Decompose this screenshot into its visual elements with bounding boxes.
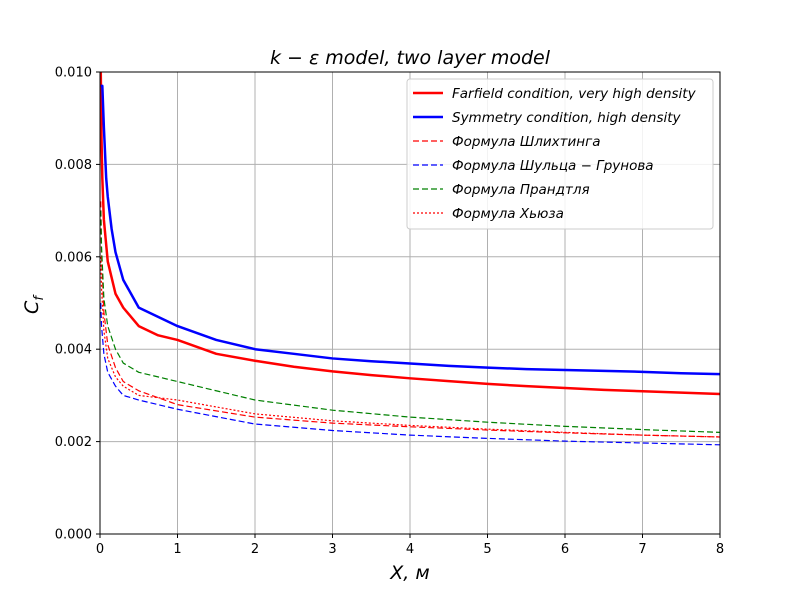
x-axis-label: X, м (389, 562, 429, 584)
series-line-4 (100, 302, 720, 446)
x-tick-label: 0 (96, 542, 104, 557)
series-layer (100, 72, 720, 446)
legend-box (406, 78, 714, 230)
x-tick-label: 4 (406, 542, 414, 557)
series-line-2 (100, 84, 720, 376)
legend-entry-label: Symmetry condition, high density (452, 110, 682, 126)
x-tick-label: 8 (716, 542, 724, 557)
legend: Farfield condition, very high density Sym… (406, 78, 714, 230)
series-line-3 (100, 201, 720, 438)
y-tick-label: 0.002 (55, 435, 92, 450)
legend-entry-label: Farfield condition, very high density (452, 86, 697, 102)
legend-entry-label: Формула Шульца − Грунова (452, 158, 654, 174)
legend-entry-label: Формула Прандтля (452, 182, 590, 198)
y-tick-label: 0.000 (55, 528, 92, 543)
x-tick-label: 2 (251, 542, 259, 557)
legend-entry-label: Формула Хьюза (452, 206, 564, 222)
x-axis-ticks: 0 1 2 3 4 5 6 7 8 (96, 534, 724, 557)
y-tick-label: 0.004 (55, 343, 92, 358)
x-tick-label: 1 (173, 542, 181, 557)
x-tick-label: 5 (483, 542, 491, 557)
y-tick-label: 0.006 (55, 250, 92, 265)
chart-title: k − ε model, two layer model (270, 47, 551, 69)
x-tick-label: 7 (638, 542, 646, 557)
x-tick-label: 6 (561, 542, 569, 557)
y-axis-ticks: 0.000 0.002 0.004 0.006 0.008 0.010 (55, 66, 100, 543)
y-tick-label: 0.008 (55, 158, 92, 173)
series-line-5 (100, 210, 720, 433)
series-line-1 (100, 72, 720, 396)
legend-entry-label: Формула Шлихтинга (452, 134, 600, 150)
x-tick-label: 3 (328, 542, 336, 557)
y-tick-label: 0.010 (55, 66, 92, 81)
